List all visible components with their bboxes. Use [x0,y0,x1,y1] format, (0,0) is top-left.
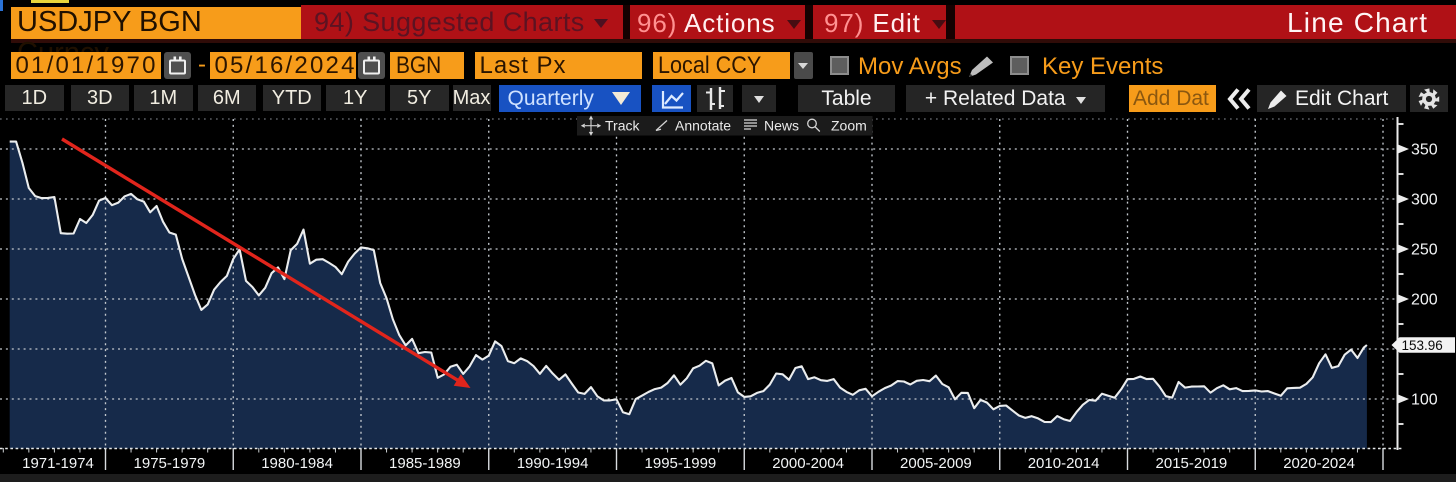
svg-text:100: 100 [1411,392,1438,409]
svg-text:2005-2009: 2005-2009 [900,455,972,472]
svg-text:1980-1984: 1980-1984 [261,455,333,472]
svg-text:News: News [764,118,799,134]
svg-text:1975-1979: 1975-1979 [134,455,206,472]
svg-text:2015-2019: 2015-2019 [1156,455,1228,472]
svg-text:Annotate: Annotate [675,118,731,134]
svg-text:Track: Track [605,118,640,134]
svg-text:350: 350 [1411,142,1438,159]
svg-text:2010-2014: 2010-2014 [1028,455,1100,472]
svg-text:1990-1994: 1990-1994 [517,455,589,472]
svg-text:1995-1999: 1995-1999 [645,455,717,472]
svg-text:2000-2004: 2000-2004 [772,455,844,472]
svg-text:1985-1989: 1985-1989 [389,455,461,472]
svg-text:300: 300 [1411,192,1438,209]
svg-text:250: 250 [1411,242,1438,259]
svg-text:1971-1974: 1971-1974 [22,455,94,472]
svg-text:Zoom: Zoom [831,118,867,134]
svg-text:2020-2024: 2020-2024 [1283,455,1355,472]
svg-text:200: 200 [1411,292,1438,309]
svg-text:153.96: 153.96 [1402,338,1443,353]
